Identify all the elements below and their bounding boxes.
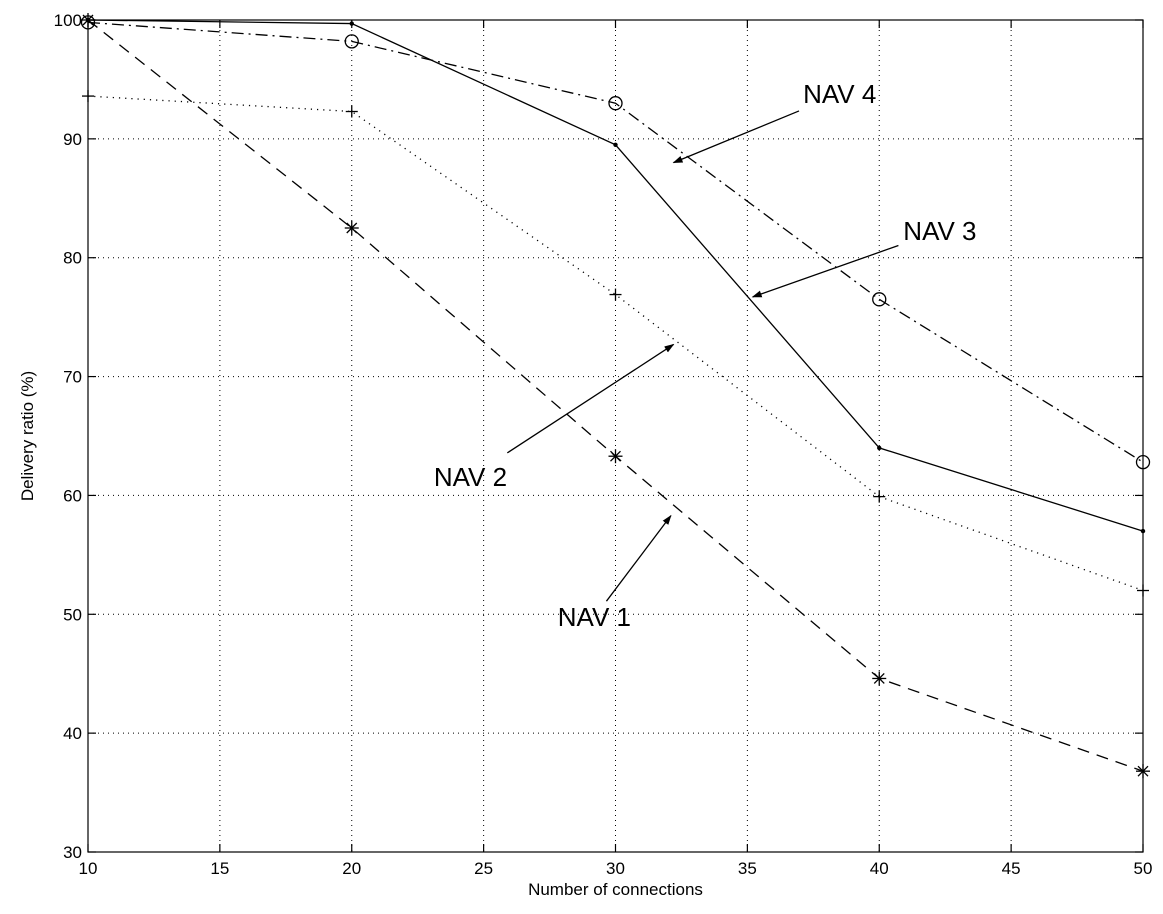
data-point-nav-1 — [608, 449, 623, 464]
y-tick-label: 90 — [63, 130, 82, 149]
annotation-arrow-nav-1 — [605, 514, 672, 602]
annotation-nav-4: NAV 4 — [803, 79, 876, 109]
y-axis-label: Delivery ratio (%) — [18, 371, 37, 501]
x-tick-label: 30 — [606, 859, 625, 878]
annotation-layer: NAV 4 NAV 3 NAV 2 NAV 1 — [434, 79, 977, 632]
data-point-nav-3 — [613, 142, 618, 147]
x-tick-label: 40 — [870, 859, 889, 878]
annotation-arrow-nav-4 — [672, 110, 800, 164]
grid — [88, 20, 1143, 852]
x-tick-label: 20 — [342, 859, 361, 878]
annotation-nav-2: NAV 2 — [434, 462, 507, 492]
data-point-nav-4 — [872, 292, 887, 307]
y-tick-label: 60 — [63, 486, 82, 505]
annotation-arrow-nav-3 — [751, 244, 899, 298]
series-line-nav-2 — [87, 95, 1144, 592]
x-tick-label: 10 — [79, 859, 98, 878]
x-tick-label: 50 — [1134, 859, 1153, 878]
y-tick-label: 50 — [63, 605, 82, 624]
y-tick-label: 40 — [63, 724, 82, 743]
y-tick-label: 30 — [63, 843, 82, 862]
x-tick-label: 45 — [1002, 859, 1021, 878]
x-axis-label: Number of connections — [528, 880, 703, 899]
data-point-nav-2 — [873, 490, 886, 503]
data-point-nav-4 — [608, 96, 623, 111]
x-tick-label: 15 — [210, 859, 229, 878]
data-point-nav-3 — [877, 445, 882, 451]
data-point-nav-2 — [609, 288, 622, 301]
tick-layer: 10 15 20 25 30 35 40 45 50 30 40 50 60 70 80 90 100 — [54, 11, 1153, 878]
annotation-nav-3: NAV 3 — [903, 216, 976, 246]
series-line-nav-4 — [87, 21, 1144, 463]
data-point-nav-1 — [344, 221, 359, 235]
annotation-nav-1: NAV 1 — [558, 602, 631, 632]
data-point-nav-2 — [345, 105, 358, 118]
y-tick-label: 80 — [63, 249, 82, 268]
y-tick-label: 70 — [63, 368, 82, 387]
x-tick-label: 25 — [474, 859, 493, 878]
annotation-arrow-nav-2 — [506, 343, 675, 454]
y-tick-label: 100 — [54, 11, 82, 30]
x-tick-label: 35 — [738, 859, 757, 878]
data-point-nav-4 — [344, 34, 359, 49]
data-point-nav-1 — [872, 671, 887, 686]
